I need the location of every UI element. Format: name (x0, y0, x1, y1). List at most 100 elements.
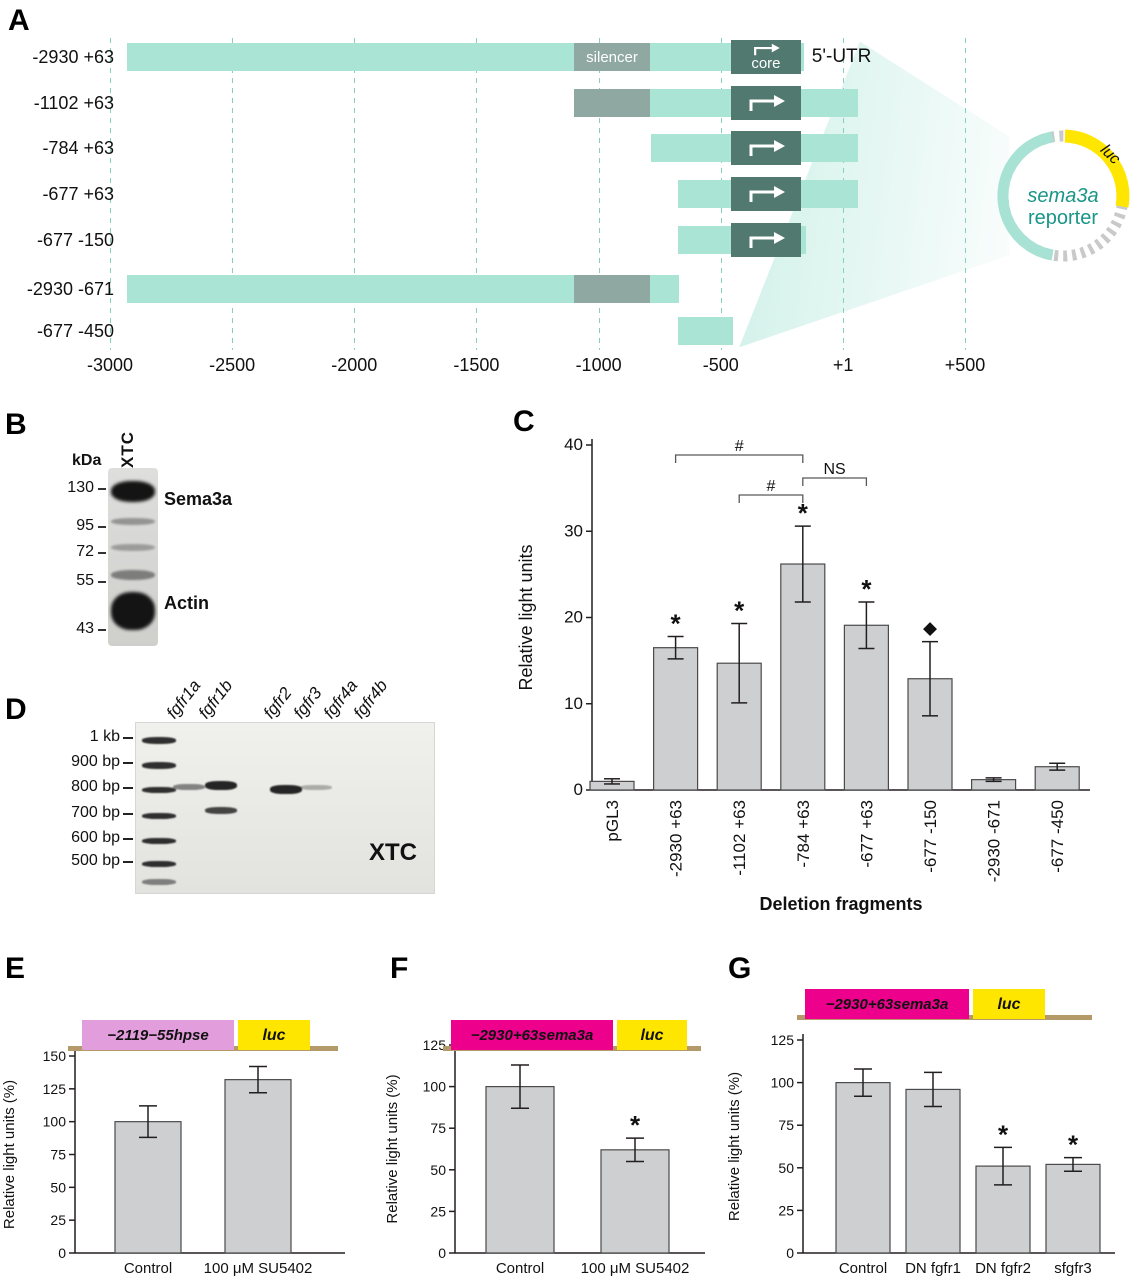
construct-backbone (797, 1015, 1092, 1020)
bar-DN fgfr2 (975, 1165, 1031, 1254)
core-box-label: core (751, 54, 781, 72)
bar-sfgfr3 (1045, 1163, 1101, 1254)
y-tick-label: 125 (423, 1037, 447, 1053)
bar-100 μM SU5402 (600, 1149, 670, 1254)
axis-gridline (110, 38, 111, 350)
sema3a-su5402-bar-chart: 0 25 50 75 100 125 Relative light units (%) Con… (385, 1020, 705, 1277)
molecular-weight-marker: 55 (76, 572, 94, 589)
western-blot-image (108, 468, 158, 646)
x-category-label: Control (839, 1260, 887, 1277)
y-axis-title: Relative light units (%) (726, 1072, 743, 1221)
band-label-actin: Actin (164, 593, 209, 613)
construct-coordinate-label: -2930 -671 (26, 279, 114, 299)
construct-promoter-label: −2930+63sema3a (826, 996, 949, 1013)
bar-Control (485, 1086, 555, 1254)
x-category-label: Control (124, 1260, 172, 1277)
y-axis-title: Relative light units (516, 544, 536, 690)
y-tick-label: 0 (58, 1245, 66, 1261)
band-label-sema3a: Sema3a (164, 489, 233, 509)
construct-coordinate-label: -1102 +63 (33, 93, 114, 113)
bar--784 +63 (780, 563, 826, 791)
construct-coordinate-label: -677 -450 (36, 321, 114, 341)
blot-band (111, 570, 155, 580)
axis-tick-label: -2000 (331, 355, 378, 375)
marker-tick (98, 488, 106, 490)
x-category-label: -677 -450 (1048, 800, 1067, 873)
panel-a-letter: A (8, 4, 30, 37)
y-tick-label: 25 (778, 1202, 794, 1218)
ladder-tick (123, 813, 133, 815)
construct-promoter-label: −2119−55hpse (107, 1027, 208, 1044)
pcr-product-band (205, 781, 237, 790)
bar-DN fgfr1 (905, 1088, 961, 1254)
silencer-box (574, 275, 650, 303)
cell-line-label-xtc: XTC (369, 839, 417, 866)
panel-c-letter: C (513, 405, 535, 438)
y-tick-label: 0 (438, 1245, 446, 1261)
ladder-size-label: 800 bp (71, 778, 120, 795)
x-category-label: -1102 +63 (730, 800, 749, 876)
marker-tick (98, 526, 106, 528)
x-category-label: sfgfr3 (1054, 1260, 1092, 1277)
marker-tick (98, 552, 106, 554)
gel-lane-label-fgfr3: fgfr3 (289, 683, 326, 723)
significance-marker: * (734, 596, 745, 626)
x-category-label: DN fgfr2 (975, 1260, 1031, 1277)
construct-luc-label: luc (997, 996, 1020, 1013)
pcr-product-band (205, 807, 237, 814)
core-promoter-box (730, 86, 802, 120)
panel-f-letter: F (390, 952, 409, 985)
axis-tick-label: -1000 (575, 355, 622, 375)
pcr-product-band (300, 785, 332, 790)
arrow-head (773, 95, 785, 107)
marker-tick (98, 581, 106, 583)
plasmid-backbone-dashed (997, 130, 1129, 262)
pcr-product-band (270, 785, 302, 794)
axis-gridline (232, 38, 234, 350)
y-tick-label: 50 (778, 1160, 794, 1176)
core-promoter-box: core (730, 40, 802, 74)
bar-pGL3 (589, 780, 635, 791)
plasmid-promoter-arc (997, 131, 1054, 261)
axis-gridline (720, 38, 722, 350)
gel-lane-label-fgfr1b: fgfr1b (194, 676, 237, 723)
silencer-box (574, 89, 650, 117)
bracket-label: NS (823, 461, 845, 478)
x-category-label: Control (496, 1260, 544, 1277)
bar-100 μM SU5402 (224, 1079, 292, 1254)
x-category-label: -677 +63 (857, 800, 876, 868)
axis-gridline (476, 38, 478, 350)
agarose-gel-image: XTC (135, 722, 435, 894)
molecular-weight-marker: 95 (76, 517, 94, 534)
construct-coordinate-label: -677 +63 (42, 184, 114, 204)
ladder-band (142, 787, 176, 793)
plasmid-name-reporter: reporter (1028, 207, 1098, 229)
bracket-label: # (767, 478, 776, 495)
y-tick-label: 50 (50, 1179, 66, 1195)
construct-bar (127, 275, 679, 303)
x-category-label: -784 +63 (794, 800, 813, 868)
zoom-beam (739, 41, 1010, 348)
significance-marker: * (671, 608, 682, 638)
ladder-size-label: 1 kb (89, 728, 120, 745)
silencer-box: silencer (574, 43, 650, 71)
luc-gene-label: luc (1097, 142, 1124, 168)
construct-backbone (443, 1046, 701, 1051)
y-tick-label: 75 (430, 1120, 446, 1136)
significance-marker: * (861, 574, 872, 604)
construct-luc-label: luc (262, 1027, 285, 1044)
bar--677 +63 (843, 624, 889, 791)
ladder-band (142, 813, 176, 819)
ladder-band (142, 838, 176, 844)
construct-luc-box (238, 1020, 310, 1050)
axis-gridline (354, 38, 356, 350)
construct-luc-box (617, 1020, 687, 1050)
arrow-head (771, 43, 780, 53)
ladder-tick (123, 787, 133, 789)
bar--2930 -671 (971, 779, 1017, 791)
construct-backbone (68, 1046, 338, 1051)
bar-Control (835, 1081, 891, 1254)
construct-luc-box (973, 989, 1045, 1019)
construct-coordinate-label: -784 +63 (42, 138, 114, 158)
arrow-head (773, 186, 785, 198)
